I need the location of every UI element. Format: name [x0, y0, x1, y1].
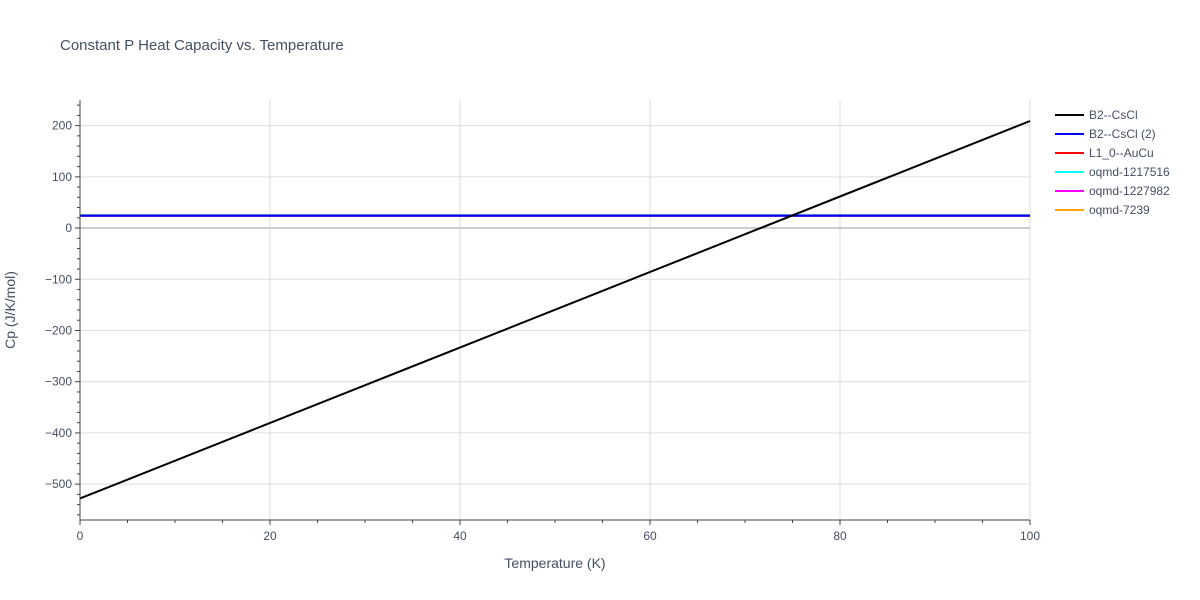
x-tick-label: 100	[1020, 529, 1040, 543]
grid-lines	[80, 100, 1031, 520]
y-tick-label: −100	[45, 272, 72, 286]
y-tick-label: −400	[45, 426, 72, 440]
y-axis-title: Cp (J/K/mol)	[2, 271, 18, 349]
series-line	[79, 120, 1031, 500]
x-tick-label: 40	[453, 529, 467, 543]
legend-item[interactable]: B2--CsCl	[1055, 108, 1138, 122]
legend-item[interactable]: oqmd-7239	[1055, 203, 1150, 217]
y-tick-label: −200	[45, 323, 72, 337]
y-tick-label: 200	[52, 119, 72, 133]
y-tick-label: −500	[45, 477, 72, 491]
legend-item[interactable]: B2--CsCl (2)	[1055, 127, 1156, 141]
legend-label: oqmd-7239	[1089, 203, 1150, 217]
legend-label: B2--CsCl (2)	[1089, 127, 1156, 141]
legend-label: B2--CsCl	[1089, 108, 1138, 122]
x-axis-title: Temperature (K)	[504, 555, 605, 571]
legend-item[interactable]: L1_0--AuCu	[1055, 146, 1154, 160]
x-tick-label: 60	[643, 529, 657, 543]
y-tick-label: 100	[52, 170, 72, 184]
x-tick-label: 0	[77, 529, 84, 543]
chart-title: Constant P Heat Capacity vs. Temperature	[60, 37, 344, 54]
y-tick-label: −300	[45, 375, 72, 389]
legend-label: L1_0--AuCu	[1089, 146, 1154, 160]
plot-lines	[79, 120, 1031, 500]
legend-label: oqmd-1227982	[1089, 184, 1170, 198]
y-axis-ticks: −500 −400 −300 −200 −100 0 100 200	[45, 104, 80, 516]
x-tick-label: 20	[263, 529, 277, 543]
x-axis-ticks: 0 20 40 60 80 100	[77, 520, 1040, 543]
x-tick-label: 80	[833, 529, 847, 543]
legend: B2--CsCl B2--CsCl (2) L1_0--AuCu oqmd-12175…	[1055, 108, 1170, 217]
y-tick-label: 0	[65, 221, 72, 235]
legend-label: oqmd-1217516	[1089, 165, 1170, 179]
legend-item[interactable]: oqmd-1217516	[1055, 165, 1170, 179]
legend-item[interactable]: oqmd-1227982	[1055, 184, 1170, 198]
